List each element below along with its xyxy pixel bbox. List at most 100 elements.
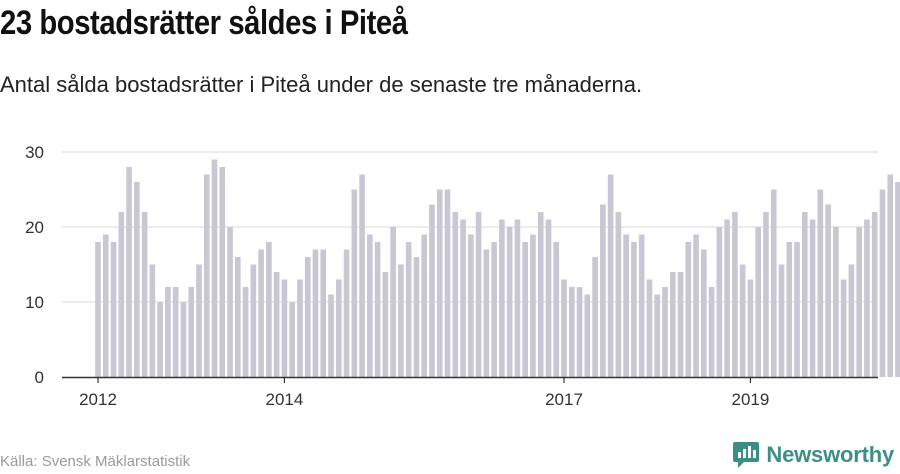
brand-logo[interactable]: Newsworthy xyxy=(732,440,894,470)
bar xyxy=(879,189,886,377)
bar xyxy=(219,167,226,377)
bar xyxy=(483,249,490,377)
bar xyxy=(475,212,482,377)
bar xyxy=(848,264,855,377)
bar xyxy=(172,287,179,377)
bar xyxy=(242,287,249,377)
bar xyxy=(638,234,645,377)
bar xyxy=(732,212,738,377)
bar xyxy=(126,167,132,377)
bar xyxy=(864,219,870,377)
bar xyxy=(833,227,839,377)
y-tick-label: 30 xyxy=(25,143,44,162)
bar xyxy=(623,234,629,377)
bar xyxy=(770,189,777,377)
brand-name: Newsworthy xyxy=(766,442,894,467)
y-tick-label: 20 xyxy=(25,218,44,237)
bar xyxy=(413,257,420,377)
bar xyxy=(662,287,668,377)
bar xyxy=(654,294,661,377)
bar xyxy=(320,249,327,377)
x-tick-label: 2019 xyxy=(732,390,770,409)
bar xyxy=(600,204,606,377)
bar xyxy=(708,287,715,377)
x-tick-label: 2014 xyxy=(265,390,303,409)
source-note: Källa: Svensk Mäklarstatistik xyxy=(0,453,191,470)
bar xyxy=(763,212,769,377)
bar xyxy=(180,302,187,377)
bar xyxy=(856,227,862,377)
bar xyxy=(196,264,202,377)
bar xyxy=(312,249,319,377)
bar xyxy=(693,234,699,377)
bar xyxy=(553,242,560,377)
bar xyxy=(188,287,195,377)
bar xyxy=(584,294,591,377)
bar xyxy=(669,272,676,377)
bar xyxy=(203,174,210,377)
bar xyxy=(211,159,218,377)
bar xyxy=(545,219,552,377)
bar xyxy=(374,242,381,377)
bar xyxy=(701,249,707,377)
chart-title: 23 bostadsrätter såldes i Piteå xyxy=(0,4,408,42)
x-axis-ticks: 20122014201720192021 xyxy=(79,377,770,409)
bar xyxy=(235,257,241,377)
bar xyxy=(266,242,272,377)
bar xyxy=(460,219,466,377)
y-axis-ticks: 0 10 20 30 xyxy=(25,143,44,387)
bar xyxy=(328,294,334,377)
bars xyxy=(95,159,900,377)
bar xyxy=(499,219,505,377)
bar xyxy=(514,219,521,377)
bar xyxy=(390,227,396,377)
chart-subtitle: Antal sålda bostadsrätter i Piteå under … xyxy=(0,72,643,97)
bar xyxy=(506,227,513,377)
bar xyxy=(887,174,894,377)
bar xyxy=(631,242,637,377)
bar xyxy=(895,182,900,377)
bar xyxy=(778,264,785,377)
bar xyxy=(359,174,365,377)
bar xyxy=(429,204,435,377)
bar xyxy=(576,287,583,377)
bar xyxy=(825,204,831,377)
bar xyxy=(530,234,536,377)
bar xyxy=(165,287,171,377)
bar xyxy=(537,212,544,377)
bar xyxy=(685,242,692,377)
bar xyxy=(118,212,125,377)
bar xyxy=(95,242,101,377)
bar xyxy=(607,174,614,377)
bar xyxy=(421,234,428,377)
bar xyxy=(755,227,761,377)
bar xyxy=(817,189,824,377)
bar xyxy=(367,234,373,377)
bar xyxy=(747,279,754,377)
bar xyxy=(677,272,684,377)
bar xyxy=(724,219,730,377)
bar xyxy=(227,227,233,377)
bar xyxy=(110,242,117,377)
bar xyxy=(405,242,412,377)
bar xyxy=(134,182,140,377)
bar xyxy=(273,272,280,377)
y-tick-label: 10 xyxy=(25,293,44,312)
bar xyxy=(786,242,793,377)
bar xyxy=(351,189,358,377)
bar xyxy=(522,242,528,377)
x-tick-label: 2017 xyxy=(545,390,583,409)
bar xyxy=(871,212,878,377)
newsworthy-logo-icon xyxy=(733,442,760,468)
bar xyxy=(592,257,598,377)
bar xyxy=(141,212,148,377)
bar xyxy=(468,234,474,377)
bar xyxy=(739,264,746,377)
bar xyxy=(452,212,459,377)
bar xyxy=(444,189,451,377)
bar xyxy=(149,264,156,377)
bar xyxy=(840,279,847,377)
bar xyxy=(343,249,350,377)
bar xyxy=(258,249,264,377)
